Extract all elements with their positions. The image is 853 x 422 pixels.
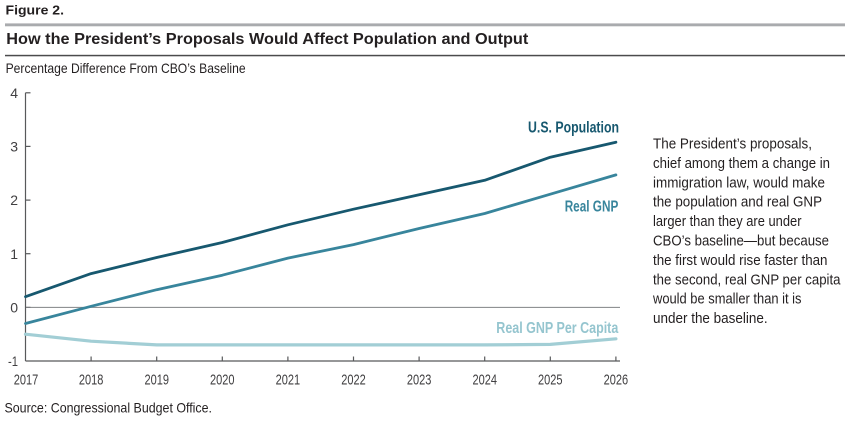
svg-text:Source: Congressional Budget O: Source: Congressional Budget Office. [5,399,213,415]
svg-text:-1: -1 [8,353,18,369]
svg-text:Percentage Difference From CBO: Percentage Difference From CBO’s Baselin… [6,60,246,76]
svg-text:the first would rise faster th: the first would rise faster than [653,252,828,269]
svg-text:larger than they are under: larger than they are under [653,213,802,230]
svg-text:the second, real GNP per capit: the second, real GNP per capita [653,271,841,288]
svg-text:Real GNP: Real GNP [565,198,619,215]
svg-text:1: 1 [10,246,18,262]
svg-text:2020: 2020 [210,372,235,389]
svg-text:immigration law, would make: immigration law, would make [653,174,825,191]
svg-text:How the President’s Proposals: How the President’s Proposals Would Affe… [6,31,528,48]
svg-text:would be smaller than it is: would be smaller than it is [652,291,801,308]
svg-text:under the baseline.: under the baseline. [653,310,768,327]
svg-text:2024: 2024 [472,372,497,389]
svg-text:3: 3 [10,139,18,155]
svg-text:2026: 2026 [604,372,629,389]
svg-text:2022: 2022 [341,372,366,389]
svg-text:chief among them a change in: chief among them a change in [653,155,830,172]
svg-text:2019: 2019 [144,372,169,389]
svg-text:CBO’s baseline—but because: CBO’s baseline—but because [653,233,829,250]
svg-text:2017: 2017 [14,372,39,389]
svg-text:U.S. Population: U.S. Population [528,119,619,136]
svg-text:Figure 2.: Figure 2. [6,3,64,18]
svg-text:the population and real GNP: the population and real GNP [653,194,822,211]
svg-text:2023: 2023 [407,372,432,389]
svg-text:2025: 2025 [538,372,563,389]
svg-text:0: 0 [10,300,18,316]
svg-text:2: 2 [10,192,18,208]
svg-text:The President’s proposals,: The President’s proposals, [653,136,812,153]
svg-text:4: 4 [10,85,18,101]
svg-text:Real GNP Per Capita: Real GNP Per Capita [496,320,618,337]
svg-text:2021: 2021 [276,372,301,389]
svg-text:2018: 2018 [79,372,104,389]
